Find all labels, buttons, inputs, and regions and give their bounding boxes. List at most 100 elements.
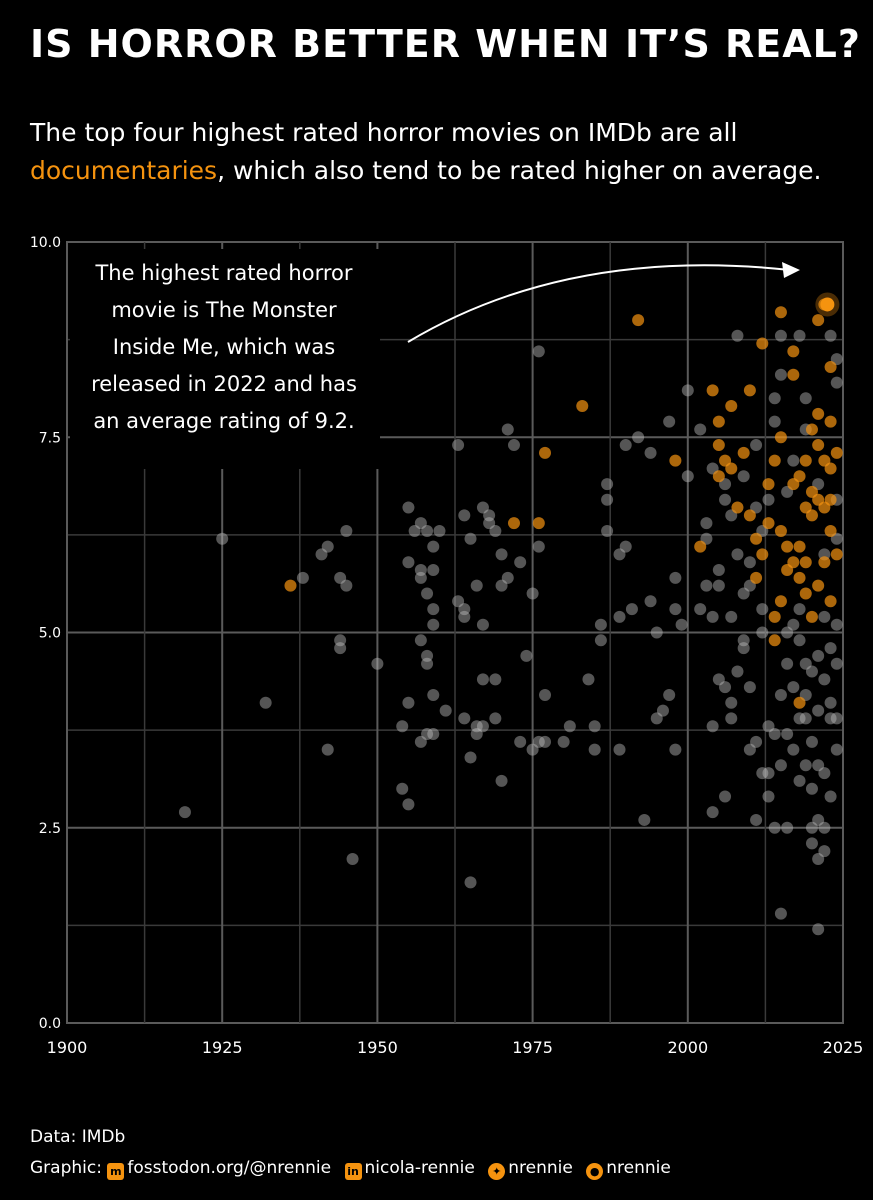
point-other <box>334 571 347 584</box>
point-other <box>793 712 806 725</box>
annotation-group: The highest rated horror movie is The Mon… <box>70 249 800 469</box>
annotation-line: an average rating of 9.2. <box>93 409 354 433</box>
point-other <box>594 634 607 647</box>
point-other <box>476 673 489 686</box>
point-other <box>458 712 471 725</box>
point-other <box>818 767 831 780</box>
point-other <box>824 696 837 709</box>
point-other <box>346 852 359 865</box>
point-documentary <box>576 400 589 413</box>
y-tick-label: 0.0 <box>39 1016 61 1032</box>
point-documentary <box>799 454 812 467</box>
point-other <box>334 642 347 655</box>
point-other <box>619 540 632 553</box>
point-documentary <box>787 368 800 381</box>
caption-mastodon[interactable]: fosstodon.org/@nrennie <box>127 1158 332 1178</box>
point-documentary <box>805 423 818 436</box>
point-other <box>818 821 831 834</box>
point-other <box>427 688 440 701</box>
point-other <box>793 634 806 647</box>
point-other <box>750 439 763 452</box>
caption: Data: IMDb Graphic: m fosstodon.org/@nren… <box>30 1122 679 1184</box>
caption-graphic-credits: Graphic: m fosstodon.org/@nrennie in nicol… <box>30 1153 679 1184</box>
point-documentary <box>706 384 719 397</box>
point-documentary <box>632 314 645 327</box>
point-other <box>824 642 837 655</box>
caption-linkedin[interactable]: nicola-rennie <box>364 1158 475 1178</box>
point-documentary <box>805 610 818 623</box>
point-other <box>731 665 744 678</box>
point-other <box>638 813 651 826</box>
point-other <box>669 603 682 616</box>
point-other <box>731 329 744 342</box>
point-other <box>514 735 527 748</box>
point-other <box>768 728 781 741</box>
point-other <box>737 642 750 655</box>
point-documentary <box>793 540 806 553</box>
point-other <box>768 392 781 405</box>
x-tick-label: 1900 <box>47 1038 88 1057</box>
point-other <box>737 470 750 483</box>
point-other <box>719 790 732 803</box>
point-other <box>725 696 738 709</box>
point-other <box>799 759 812 772</box>
point-other <box>694 603 707 616</box>
point-other <box>520 649 533 662</box>
point-other <box>421 587 434 600</box>
point-other <box>396 720 409 733</box>
point-other <box>706 806 719 819</box>
caption-bluesky[interactable]: nrennie <box>508 1158 573 1178</box>
point-other <box>719 681 732 694</box>
point-documentary <box>750 571 763 584</box>
point-other <box>402 696 415 709</box>
series-other <box>178 329 843 936</box>
mastodon-icon: m <box>107 1163 125 1180</box>
point-documentary <box>768 454 781 467</box>
point-documentary <box>824 524 837 537</box>
point-other <box>613 548 626 561</box>
point-other <box>681 470 694 483</box>
point-other <box>781 626 794 639</box>
point-other <box>805 821 818 834</box>
point-other <box>452 439 465 452</box>
point-other <box>781 657 794 670</box>
point-other <box>805 782 818 795</box>
point-other <box>712 579 725 592</box>
point-other <box>830 657 843 670</box>
point-other <box>694 423 707 436</box>
point-other <box>812 813 825 826</box>
point-other <box>427 603 440 616</box>
point-other <box>818 610 831 623</box>
point-documentary <box>756 337 769 350</box>
point-other <box>427 618 440 631</box>
point-documentary <box>812 579 825 592</box>
point-other <box>774 688 787 701</box>
point-documentary <box>712 470 725 483</box>
point-documentary <box>824 415 837 428</box>
point-documentary <box>774 306 787 319</box>
point-other <box>557 735 570 748</box>
point-other <box>706 720 719 733</box>
point-other <box>812 759 825 772</box>
point-other <box>588 720 601 733</box>
point-other <box>501 423 514 436</box>
point-other <box>489 524 502 537</box>
point-other <box>402 556 415 569</box>
caption-github[interactable]: nrennie <box>606 1158 671 1178</box>
point-other <box>433 524 446 537</box>
point-other <box>514 556 527 569</box>
point-documentary <box>818 556 831 569</box>
point-documentary <box>743 509 756 522</box>
point-other <box>805 735 818 748</box>
point-other <box>799 712 812 725</box>
highlight-point-group <box>815 292 840 317</box>
point-other <box>476 618 489 631</box>
point-other <box>830 712 843 725</box>
point-documentary <box>756 548 769 561</box>
point-other <box>532 735 545 748</box>
y-tick-label: 5.0 <box>39 626 61 642</box>
point-other <box>495 774 508 787</box>
point-other <box>793 774 806 787</box>
point-documentary <box>731 501 744 514</box>
point-other <box>489 673 502 686</box>
